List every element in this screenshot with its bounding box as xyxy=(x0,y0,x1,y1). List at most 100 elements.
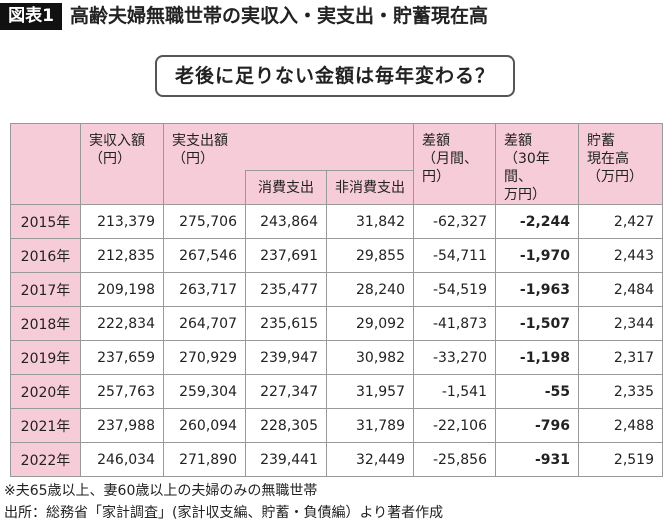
header-cell xyxy=(163,170,246,205)
year-cell: 2015年 xyxy=(10,204,81,239)
value-cell: 28,240 xyxy=(326,272,414,307)
header-line: 現在高 xyxy=(587,151,629,167)
value-cell: -54,711 xyxy=(413,238,496,273)
header-line: （月間、円） xyxy=(422,151,478,185)
value-cell: 257,763 xyxy=(80,374,164,409)
value-cell: 259,304 xyxy=(163,374,246,409)
value-cell: -796 xyxy=(495,408,579,443)
data-row: 2017年 209,198 263,717 235,477 28,240 -54,519-… xyxy=(10,272,663,307)
value-cell: 30,982 xyxy=(326,340,414,375)
header-cell: 実収入額 （円） xyxy=(80,123,164,205)
header-line: （万円） xyxy=(587,169,643,185)
value-cell: 2,317 xyxy=(578,340,663,375)
footnote: ※夫65歳以上、妻60歳以上の夫婦のみの無職世帯 xyxy=(4,483,318,499)
value-cell: 32,449 xyxy=(326,442,414,477)
value-cell: 237,691 xyxy=(245,238,327,273)
value-cell: -931 xyxy=(495,442,579,477)
header-line: （30年間、 xyxy=(504,151,550,185)
value-cell: 2,344 xyxy=(578,306,663,341)
value-cell: 2,484 xyxy=(578,272,663,307)
header-line: 実収入額 xyxy=(89,133,145,149)
value-cell: -2,244 xyxy=(495,204,579,239)
header-cell: 貯蓄現在高 （万円） xyxy=(578,123,663,205)
value-cell: 237,659 xyxy=(80,340,164,375)
header-cell: 差額 （30年間、万円） xyxy=(495,123,579,205)
value-cell: 2,488 xyxy=(578,408,663,443)
value-cell: 275,706 xyxy=(163,204,246,239)
header-cell: 実支出額 （円） xyxy=(163,123,414,171)
data-row: 2020年 257,763 259,304 227,347 31,957 -1,541 -5… xyxy=(10,374,663,409)
value-cell: -54,519 xyxy=(413,272,496,307)
value-cell: 239,441 xyxy=(245,442,327,477)
value-cell: 264,707 xyxy=(163,306,246,341)
value-cell: -1,963 xyxy=(495,272,579,307)
year-cell: 2017年 xyxy=(10,272,81,307)
value-cell: -1,970 xyxy=(495,238,579,273)
value-cell: 227,347 xyxy=(245,374,327,409)
source: 出所：総務省「家計調査」(家計収支編、貯蓄・負債編）より著者作成 xyxy=(4,505,444,521)
value-cell: 237,988 xyxy=(80,408,164,443)
header-line: 貯蓄 xyxy=(587,133,615,149)
header-line: 実支出額 xyxy=(172,133,228,149)
data-row: 2021年 237,988 260,094 228,305 31,789 -22,106-… xyxy=(10,408,663,443)
header-line: 非消費支出 xyxy=(335,179,405,196)
value-cell: 246,034 xyxy=(80,442,164,477)
value-cell: 212,835 xyxy=(80,238,164,273)
year-cell: 2018年 xyxy=(10,306,81,341)
header-line: （円） xyxy=(172,151,214,167)
value-cell: -1,541 xyxy=(413,374,496,409)
value-cell: -33,270 xyxy=(413,340,496,375)
value-cell: -62,327 xyxy=(413,204,496,239)
value-cell: 235,477 xyxy=(245,272,327,307)
value-cell: 270,929 xyxy=(163,340,246,375)
year-cell: 2022年 xyxy=(10,442,81,477)
year-cell: 2020年 xyxy=(10,374,81,409)
header-cell: 非消費支出 xyxy=(326,170,414,205)
header-row: 実収入額 （円） 実支出額 （円） 差額 （月間、円） 差額 （30年間、万円） 貯蓄現在高 （万… xyxy=(10,123,663,205)
value-cell: 263,717 xyxy=(163,272,246,307)
data-table: 実収入額 （円） 実支出額 （円） 差額 （月間、円） 差額 （30年間、万円） 貯蓄現在高 （万… xyxy=(10,123,663,477)
year-cell: 2019年 xyxy=(10,340,81,375)
data-row: 2016年 212,835 267,546 237,691 29,855 -54,711-… xyxy=(10,238,663,273)
subtitle: 老後に足りない金額は毎年変わる？ xyxy=(155,55,515,97)
data-row: 2018年 222,834 264,707 235,615 29,092 -41,873-… xyxy=(10,306,663,341)
value-cell: 260,094 xyxy=(163,408,246,443)
value-cell: 235,615 xyxy=(245,306,327,341)
value-cell: 31,789 xyxy=(326,408,414,443)
value-cell: 271,890 xyxy=(163,442,246,477)
header-row: 消費支出 非消費支出 xyxy=(11,170,663,205)
title: 高齢夫婦無職世帯の実収入・実支出・貯蓄現在高 xyxy=(70,5,489,27)
year-cell: 2016年 xyxy=(10,238,81,273)
value-cell: 2,335 xyxy=(578,374,663,409)
value-cell: 29,092 xyxy=(326,306,414,341)
value-cell: -41,873 xyxy=(413,306,496,341)
header-line: 差額 xyxy=(422,133,450,149)
value-cell: 31,957 xyxy=(326,374,414,409)
value-cell: -1,198 xyxy=(495,340,579,375)
value-cell: 2,427 xyxy=(578,204,663,239)
header-line: （円） xyxy=(89,151,131,167)
value-cell: -25,856 xyxy=(413,442,496,477)
value-cell: 267,546 xyxy=(163,238,246,273)
value-cell: -22,106 xyxy=(413,408,496,443)
value-cell: 243,864 xyxy=(245,204,327,239)
header-line: 消費支出 xyxy=(258,179,314,196)
header-line: 差額 xyxy=(504,133,532,149)
value-cell: 228,305 xyxy=(245,408,327,443)
header-cell: 消費支出 xyxy=(245,170,327,205)
value-cell: 2,519 xyxy=(578,442,663,477)
header-cell: 差額 （月間、円） xyxy=(413,123,496,205)
header-cell xyxy=(10,123,81,205)
value-cell: 31,842 xyxy=(326,204,414,239)
header-line: 万円） xyxy=(504,187,546,203)
value-cell: 213,379 xyxy=(80,204,164,239)
value-cell: 209,198 xyxy=(80,272,164,307)
value-cell: 29,855 xyxy=(326,238,414,273)
data-row: 2019年 237,659 270,929 239,947 30,982 -33,270-… xyxy=(10,340,663,375)
data-row: 2022年 246,034 271,890 239,441 32,449 -25,856-… xyxy=(10,442,663,477)
year-cell: 2021年 xyxy=(10,408,81,443)
value-cell: 222,834 xyxy=(80,306,164,341)
value-cell: -1,507 xyxy=(495,306,579,341)
badge: 図表1 xyxy=(0,3,62,30)
